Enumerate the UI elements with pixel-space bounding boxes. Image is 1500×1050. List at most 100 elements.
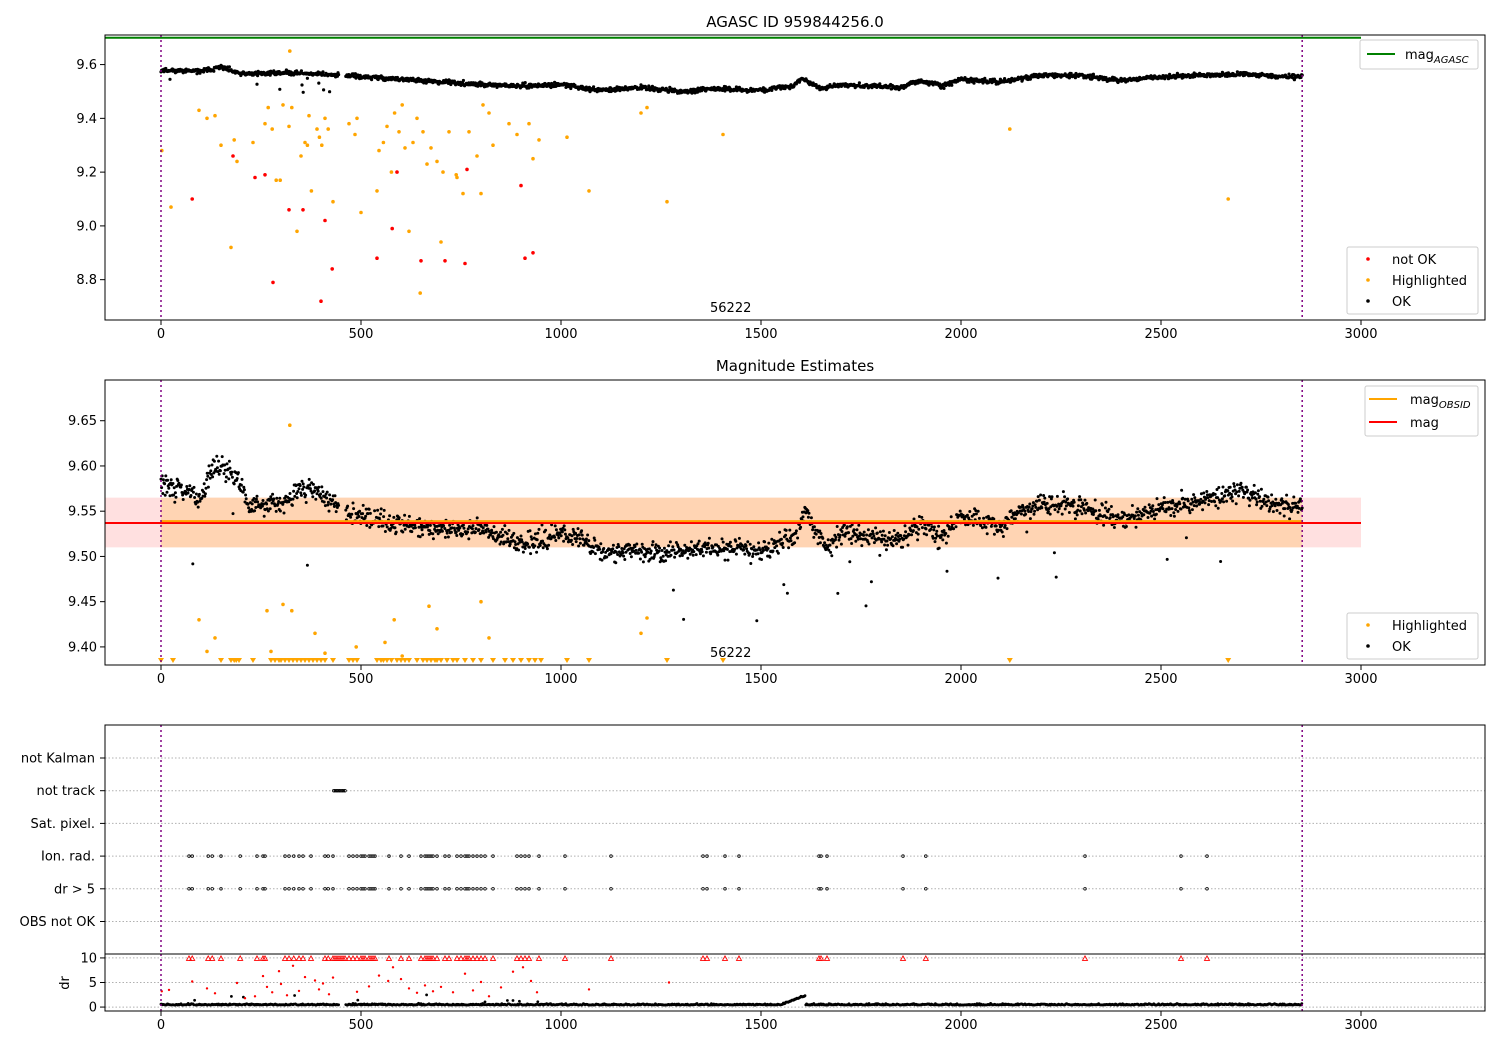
ok-point-2 (854, 533, 858, 537)
ok-point-2 (497, 535, 501, 539)
flag-point (825, 854, 829, 858)
ok-point-2 (325, 490, 329, 494)
ok-point-2 (186, 491, 190, 495)
flag-point (447, 887, 451, 891)
ok-point-2 (640, 550, 644, 554)
ok-point (284, 68, 288, 72)
highlighted-point (295, 229, 299, 234)
highlighted-point-2 (323, 651, 327, 655)
not-ok-point (287, 208, 291, 212)
ok-point-2 (314, 497, 318, 501)
ok-point-2 (794, 531, 798, 535)
ok-point-2 (254, 506, 258, 509)
ok-point-2 (898, 537, 902, 541)
ok-point-2 (869, 532, 873, 536)
ok-point-2 (1203, 501, 1207, 505)
ok-point-2 (1290, 508, 1294, 512)
ok-point-2 (818, 541, 822, 545)
ok-point-2 (173, 500, 177, 504)
highlighted-point-2 (269, 649, 273, 654)
ok-point-2 (698, 552, 702, 556)
flag-point (1083, 854, 1087, 858)
ok-point-2 (418, 535, 422, 539)
highlighted-point (487, 111, 491, 115)
ok-point-2 (559, 534, 563, 538)
ok-point-2 (826, 538, 830, 542)
ok-point-2 (1103, 506, 1107, 510)
legend2-ok-marker (1366, 644, 1370, 648)
ok-point-2 (1025, 530, 1029, 534)
ok-point-2 (1107, 507, 1111, 511)
ok-point-2 (599, 542, 603, 546)
legend2-highlighted-marker (1366, 623, 1370, 627)
ok-point-2 (530, 537, 534, 541)
highlighted-point (515, 132, 519, 137)
magnitude-estimates-panel: Magnitude Estimates 0 500 1000 1500 2000 2500… (68, 357, 1486, 687)
ok-point-2 (638, 557, 642, 561)
ok-point-2 (903, 524, 907, 528)
ok-point (878, 82, 882, 86)
ok-point-2 (729, 545, 733, 548)
highlighted-point-2 (213, 636, 217, 640)
below-range-marker (398, 658, 404, 663)
flag-point (701, 854, 705, 858)
flag-point (701, 887, 705, 891)
ok-point-2 (1232, 484, 1236, 488)
ok-point-2 (224, 480, 228, 484)
ok-point-2 (878, 553, 882, 557)
ok-point-2 (681, 549, 685, 553)
below-range-marker (354, 658, 360, 663)
ok-point-2 (301, 482, 305, 486)
ok-point-2 (443, 535, 447, 539)
ok-point-2 (925, 533, 929, 537)
ok-point-2 (204, 486, 208, 490)
ok-point-2 (326, 503, 330, 507)
ok-point-2 (1094, 509, 1098, 513)
panel1-annotation: 56222 (710, 301, 751, 316)
highlighted-point-2 (400, 654, 405, 658)
highlighted-point (288, 49, 292, 53)
dr-black-point (293, 994, 296, 997)
flag-point (471, 854, 475, 858)
flag-point (371, 887, 375, 891)
ok-point-2 (884, 548, 888, 552)
ok-point-2 (554, 528, 558, 532)
ok-point-2 (689, 540, 693, 544)
ok-point-2 (601, 550, 605, 554)
ok-point-2 (1180, 488, 1184, 492)
ok-point-2 (428, 523, 432, 527)
flag-point (563, 887, 567, 891)
ok-point-2 (365, 524, 369, 527)
below-range-marker (330, 658, 336, 663)
ok-point-2 (817, 536, 821, 539)
ok-point-2 (292, 489, 296, 493)
ok-point-2 (540, 523, 544, 527)
panel2-scatter-legend: Highlighted OK (1346, 612, 1479, 660)
ok-point-2 (410, 530, 414, 534)
ok-point-2 (490, 531, 494, 535)
ok-point-2 (1082, 508, 1086, 512)
ok-point-2 (866, 540, 870, 544)
ok-point-2 (992, 532, 996, 536)
flag-label-0: not Kalman (21, 752, 95, 767)
ok-point-2 (176, 479, 180, 482)
ok-point-2 (366, 512, 370, 516)
below-range-marker (272, 658, 278, 663)
flag-point (423, 887, 427, 891)
ok-point-2 (260, 504, 264, 508)
ok-point-2 (205, 471, 209, 475)
ok-point-2 (278, 496, 282, 500)
flag-point (297, 887, 301, 891)
flag-point (723, 854, 727, 858)
ok-point-2 (317, 485, 321, 489)
ok-point-2 (1168, 507, 1172, 511)
ok-point-2 (1258, 499, 1262, 503)
flag-point (1083, 887, 1087, 891)
ok-point-2 (319, 496, 323, 500)
flag-point (609, 887, 613, 891)
ok-point-2 (755, 619, 759, 623)
ok-point-2 (1260, 504, 1264, 508)
highlighted-point (303, 140, 307, 145)
ok-point-2 (1292, 495, 1296, 499)
ok-point-2 (1201, 508, 1205, 512)
